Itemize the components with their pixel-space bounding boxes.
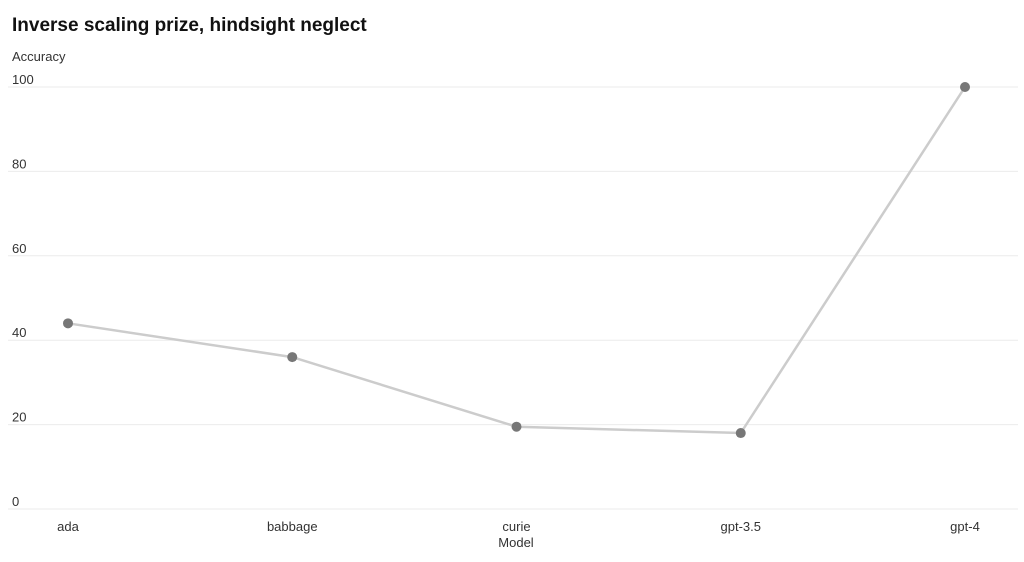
x-tick-label: gpt-4 xyxy=(950,519,980,534)
y-tick-label: 0 xyxy=(12,494,19,509)
x-tick-label: gpt-3.5 xyxy=(721,519,761,534)
x-tick-label: babbage xyxy=(267,519,318,534)
x-tick-label: ada xyxy=(57,519,79,534)
data-point xyxy=(960,82,970,92)
y-axis-label: Accuracy xyxy=(12,49,66,64)
data-point xyxy=(287,352,298,363)
y-tick-label: 100 xyxy=(12,72,34,87)
data-point xyxy=(63,318,73,329)
y-tick-label: 20 xyxy=(12,410,26,425)
data-point xyxy=(735,428,746,439)
chart-title: Inverse scaling prize, hindsight neglect xyxy=(12,15,367,36)
data-line xyxy=(67,86,967,435)
y-tick-label: 80 xyxy=(12,156,26,171)
y-tick-label: 40 xyxy=(12,325,26,340)
y-tick-label: 60 xyxy=(12,241,26,256)
x-axis-label: Model xyxy=(498,535,534,550)
x-tick-label: curie xyxy=(502,519,530,534)
data-point xyxy=(511,421,522,432)
